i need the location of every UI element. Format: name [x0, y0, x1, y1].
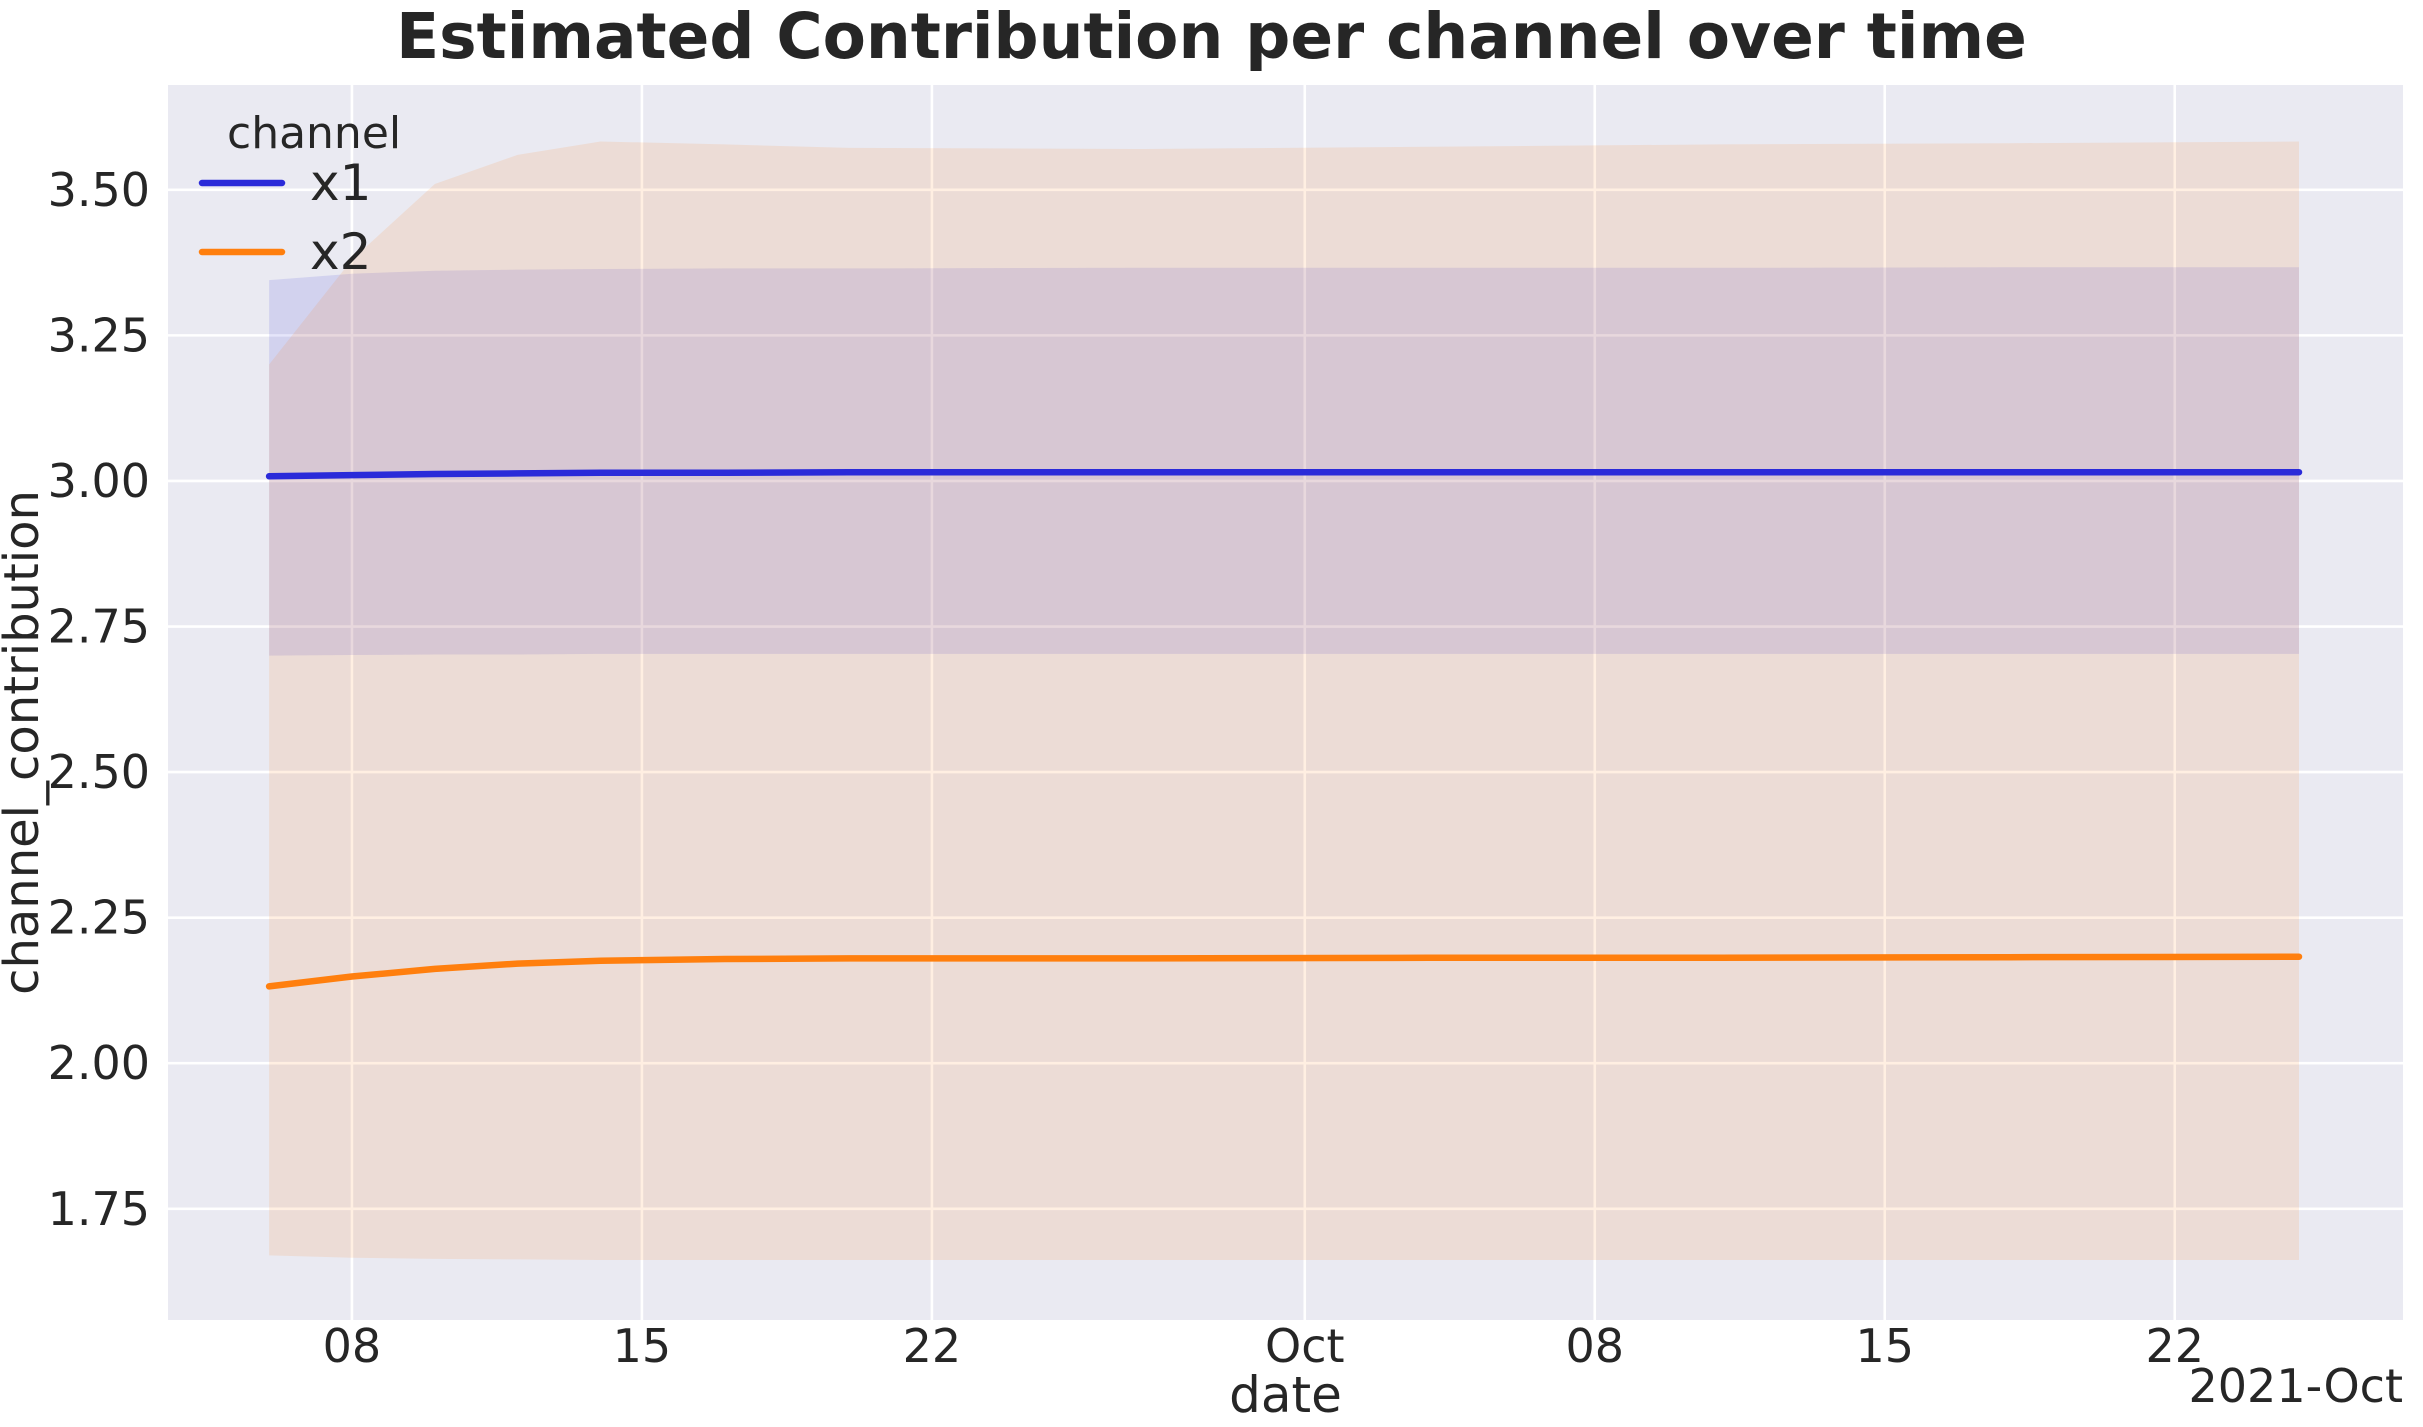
legend-label-x1: x1 — [310, 154, 371, 212]
chart-title: Estimated Contribution per channel over … — [396, 0, 2027, 73]
y-axis-label: channel_contribution — [0, 490, 50, 995]
y-tick-label: 2.25 — [48, 891, 150, 945]
x-tick-label: 15 — [1855, 1319, 1914, 1373]
x-tick-label: 22 — [903, 1319, 962, 1373]
x2-line — [265, 953, 2303, 990]
y-tick-label: 1.75 — [48, 1182, 150, 1236]
x-tick-label: 08 — [1565, 1319, 1624, 1373]
x-tick-label: 08 — [323, 1319, 382, 1373]
x-tick-label: 15 — [613, 1319, 672, 1373]
y-tick-label: 3.50 — [48, 163, 150, 217]
x-tick-label: Oct — [1265, 1319, 1345, 1373]
x1-confidence-band — [269, 267, 2300, 656]
y-tick-label: 3.25 — [48, 308, 150, 362]
x2-confidence-band — [269, 141, 2300, 1260]
grid — [168, 85, 2403, 1320]
legend-item-x2: x2 — [198, 223, 371, 281]
y-tick-label: 2.50 — [48, 745, 150, 799]
x1-line — [265, 468, 2303, 480]
y-tick-label: 2.75 — [48, 600, 150, 654]
legend-item-x1: x1 — [198, 154, 371, 212]
legend-label-x2: x2 — [310, 223, 371, 281]
legend-title: channel — [227, 108, 401, 159]
y-tick-label: 2.00 — [48, 1036, 150, 1090]
plot-area — [168, 85, 2403, 1320]
x-tick-label: 22 — [2145, 1319, 2204, 1373]
y-tick-label: 3.00 — [48, 454, 150, 508]
x-axis-label: date — [1229, 1366, 1342, 1423]
x-axis-offset-label: 2021-Oct — [2189, 1359, 2403, 1413]
